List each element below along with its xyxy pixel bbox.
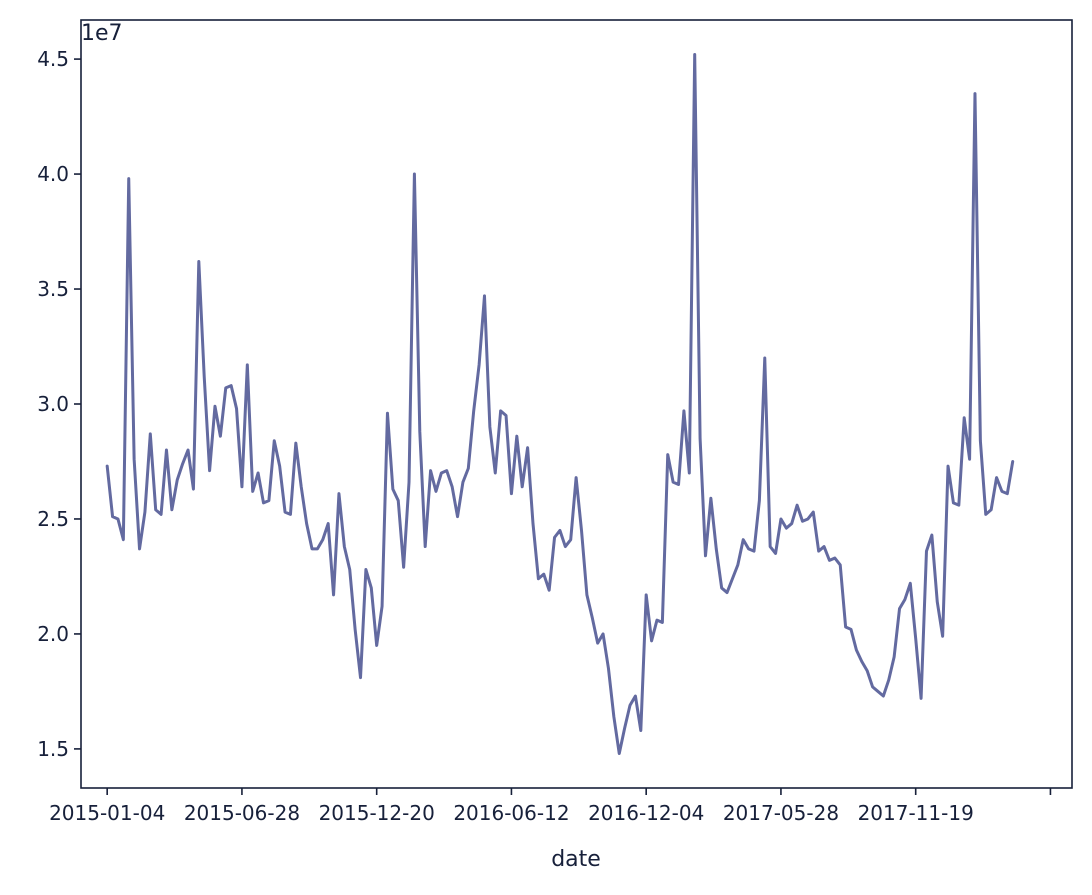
y-tick-label: 4.0 <box>37 162 69 186</box>
y-tick-label: 2.0 <box>37 622 69 646</box>
y-axis-ticks: 1.5 2.0 2.5 3.0 3.5 4.0 4.5 <box>37 47 81 761</box>
y-tick-label: 3.0 <box>37 392 69 416</box>
y-tick-label: 1.5 <box>37 737 69 761</box>
x-axis-label: date <box>551 847 601 872</box>
plot-frame <box>80 19 1073 789</box>
x-tick-label: 2016-12-04 <box>588 801 704 825</box>
y-tick-label: 3.5 <box>37 277 69 301</box>
x-tick-label: 2015-01-04 <box>49 801 165 825</box>
x-tick-label: 2015-12-20 <box>319 801 435 825</box>
y-tick-label: 2.5 <box>37 507 69 531</box>
x-tick-label: 2015-06-28 <box>184 801 300 825</box>
x-tick-label: 2016-06-12 <box>453 801 569 825</box>
x-tick-label: 2017-11-19 <box>858 801 974 825</box>
y-offset-label: 1e7 <box>81 21 123 46</box>
series-line <box>105 52 1015 756</box>
y-tick-label: 4.5 <box>37 47 69 71</box>
x-tick-label: 2017-05-28 <box>723 801 839 825</box>
x-axis-ticks: 2015-01-04 2015-06-28 2015-12-20 2016-06-12… <box>49 788 1052 825</box>
